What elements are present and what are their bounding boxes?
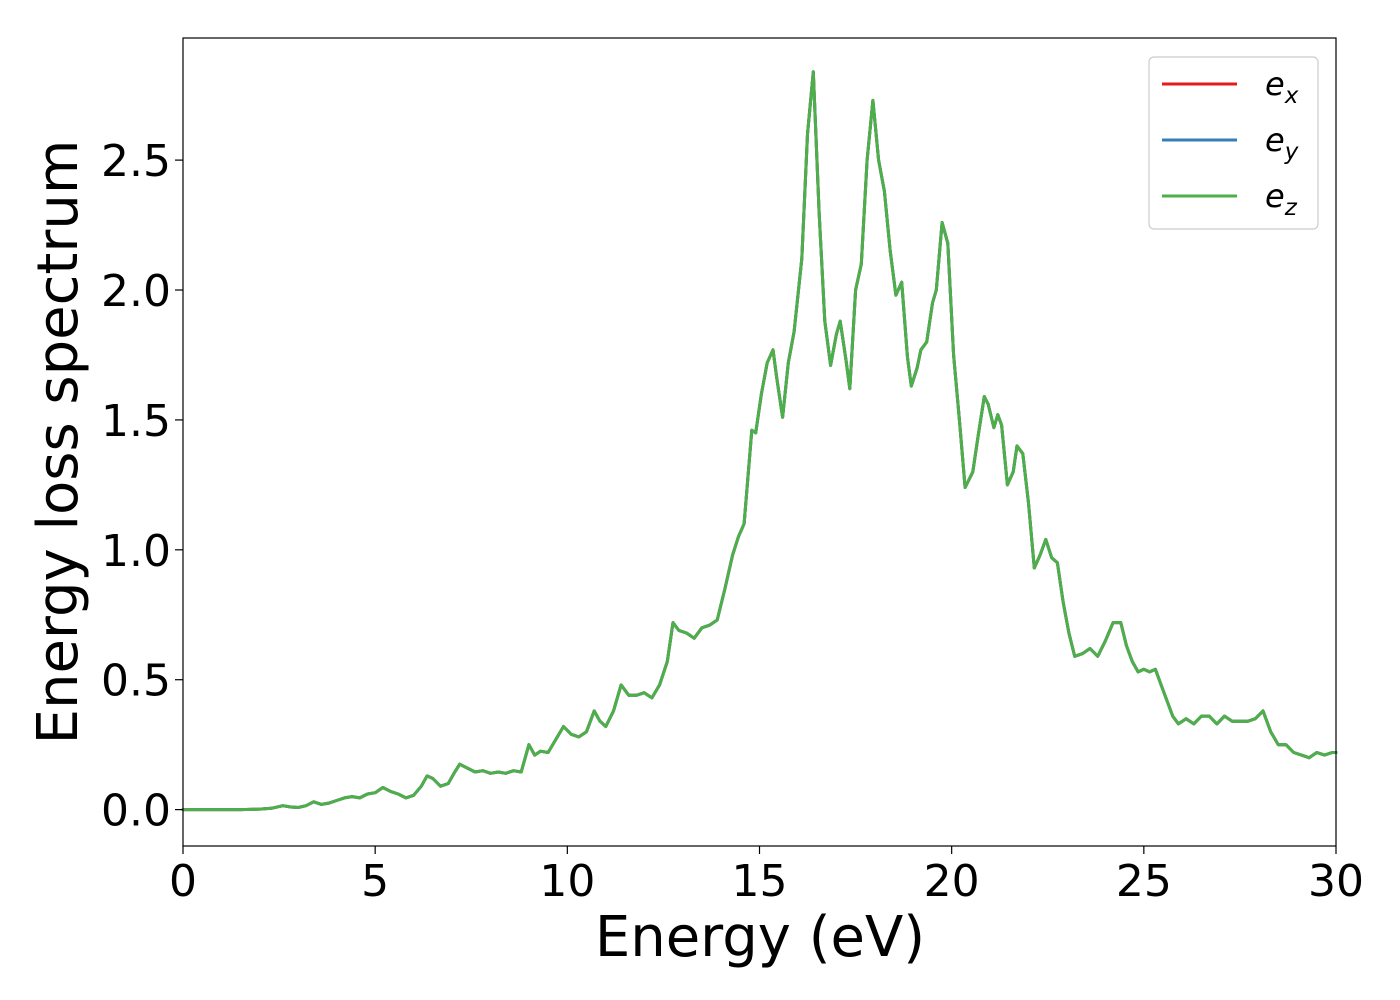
legend-label-ey: ey (1265, 121, 1299, 165)
y-axis-ticks: 0.0 0.5 1.0 1.5 2.0 2.5 (101, 136, 183, 837)
y-axis-title: Energy loss spectrum (26, 140, 91, 745)
y-tick-label: 0.5 (101, 656, 171, 707)
legend-label-base: e (1265, 65, 1285, 103)
y-tick-label: 1.0 (101, 526, 171, 577)
legend-label-subscript: z (1284, 195, 1298, 221)
x-axis-title: Energy (eV) (595, 905, 925, 970)
legend-label-ex: ex (1265, 65, 1299, 109)
plot-lines (181, 70, 1338, 812)
y-tick-label: 0.0 (101, 786, 171, 837)
y-tick-label: 2.5 (101, 136, 171, 187)
legend-label-subscript: x (1284, 83, 1299, 109)
x-axis-ticks: 0 5 10 15 20 25 30 (169, 846, 1364, 907)
y-tick-label: 2.0 (101, 266, 171, 317)
legend-label-base: e (1265, 121, 1285, 159)
x-tick-label: 30 (1308, 856, 1364, 907)
legend-label-subscript: y (1284, 139, 1299, 165)
legend-label-base: e (1265, 177, 1285, 215)
legend-label-ez: ez (1265, 177, 1298, 221)
x-tick-label: 10 (539, 856, 595, 907)
x-tick-label: 0 (169, 856, 197, 907)
x-tick-label: 25 (1116, 856, 1172, 907)
y-tick-label: 1.5 (101, 396, 171, 447)
x-tick-label: 20 (924, 856, 980, 907)
x-tick-label: 15 (732, 856, 788, 907)
x-tick-label: 5 (361, 856, 389, 907)
series-line-ez (181, 70, 1338, 812)
legend-box (1148, 56, 1319, 230)
